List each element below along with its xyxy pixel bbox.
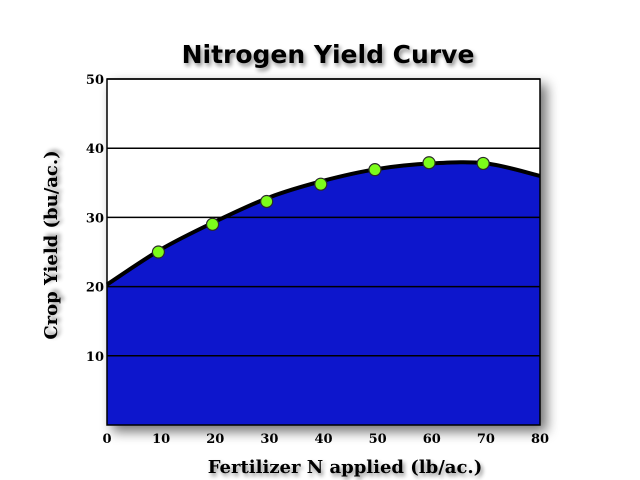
chart-title: Nitrogen Yield Curve [182,40,475,69]
data-points [151,156,490,259]
y-tick-label: 50 [86,73,104,88]
data-point [151,245,166,259]
x-tick-label: 70 [477,432,495,447]
data-point [422,156,436,170]
data-point [260,194,274,209]
data-point [205,217,220,231]
data-point [368,163,382,177]
y-tick-label: 10 [86,350,104,365]
y-axis-label: Crop Yield (bu/ac.) [41,150,62,339]
x-tick-label: 0 [102,432,111,447]
x-tick-label: 80 [531,432,549,447]
plot-area [105,78,541,426]
plot-frame [106,78,541,426]
x-tick-label: 40 [314,432,332,447]
x-tick-label: 30 [260,432,278,447]
y-tick-label: 20 [86,281,104,296]
y-tick-label: 30 [86,211,104,226]
x-tick-label: 10 [152,432,170,447]
y-tick-label: 40 [86,142,104,157]
x-tick-label: 60 [423,432,441,447]
x-axis-label: Fertilizer N applied (lb/ac.) [208,457,482,478]
x-tick-label: 50 [369,432,387,447]
x-tick-label: 20 [206,432,224,447]
y-tick-labels: 10 20 30 40 50 [86,73,104,365]
data-point [314,177,328,191]
data-point [476,156,490,171]
x-tick-labels: 0 10 20 30 40 50 60 70 80 [102,432,549,447]
